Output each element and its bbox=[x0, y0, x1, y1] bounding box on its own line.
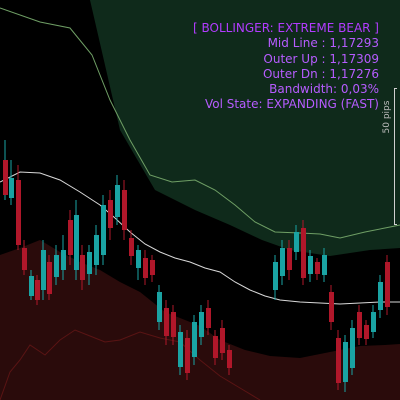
bandwidth-value: Bandwidth: 0,03% bbox=[269, 82, 379, 97]
mid-line bbox=[0, 171, 400, 305]
mid-line-value: Mid Line : 1,17293 bbox=[267, 36, 379, 51]
outer-dn-value: Outer Dn : 1,17276 bbox=[262, 66, 379, 81]
upper-band-fill bbox=[0, 0, 400, 256]
bollinger-status-title: [ BOLLINGER: EXTREME BEAR ] bbox=[192, 21, 379, 35]
pips-scale-label: 50 pips bbox=[382, 100, 392, 134]
vol-state-value: Vol State: EXPANDING (FAST) bbox=[204, 97, 379, 112]
bollinger-info-panel: [ BOLLINGER: EXTREME BEAR ] Mid Line : 1… bbox=[193, 21, 379, 113]
lower-band-outer-edge bbox=[0, 329, 261, 400]
candlestick-series bbox=[3, 140, 390, 392]
pips-scale-bar bbox=[394, 88, 397, 225]
lower-band-fill bbox=[0, 240, 400, 400]
outer-up-value: Outer Up : 1,17309 bbox=[263, 51, 379, 66]
upper-band-outer-edge bbox=[0, 7, 400, 239]
